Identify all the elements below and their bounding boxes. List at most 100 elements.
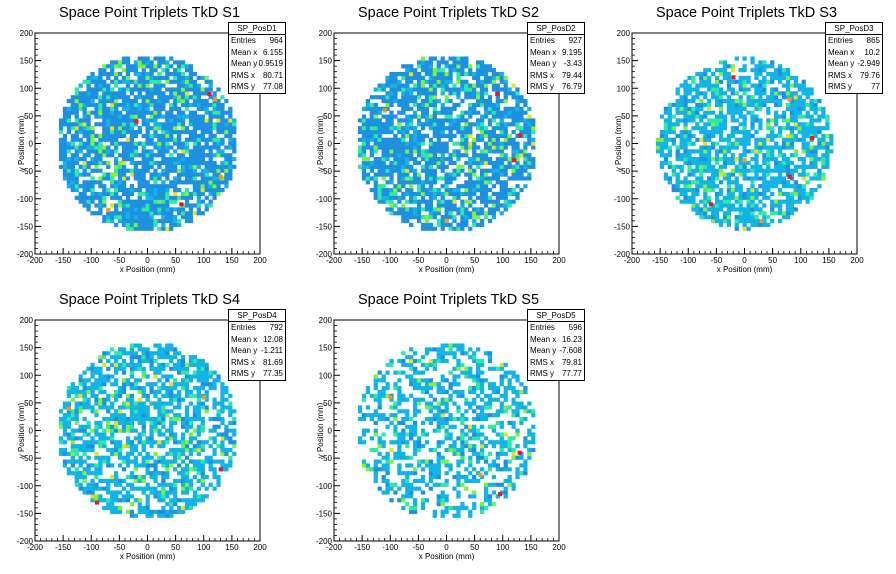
heatmap-bin xyxy=(86,471,91,476)
heatmap-bin xyxy=(679,95,684,100)
heatmap-bin xyxy=(145,207,150,212)
heatmap-bin xyxy=(420,64,426,69)
heatmap-bin xyxy=(468,122,473,127)
heatmap-bin xyxy=(74,102,79,108)
heatmap-bin xyxy=(180,211,186,216)
heatmap-bin xyxy=(738,207,743,212)
heatmap-bin xyxy=(117,60,123,65)
heatmap-bin xyxy=(817,126,822,131)
heatmap-bin xyxy=(468,114,473,119)
heatmap-bin xyxy=(711,164,716,169)
heatmap-bin xyxy=(78,99,83,104)
heatmap-bin xyxy=(393,114,398,119)
heatmap-bin xyxy=(805,191,810,197)
heatmap-bin xyxy=(180,153,186,158)
heatmap-bin xyxy=(169,436,174,441)
heatmap-bin xyxy=(70,471,75,476)
heatmap-bin xyxy=(377,172,382,177)
heatmap-bin xyxy=(687,180,692,185)
heatmap-bin xyxy=(141,110,146,115)
heatmap-bin xyxy=(177,405,182,410)
heatmap-bin xyxy=(444,64,449,69)
heatmap-bin xyxy=(436,211,441,216)
heatmap-bin xyxy=(129,199,135,204)
heatmap-bin xyxy=(62,168,68,173)
heatmap-bin xyxy=(102,95,107,100)
heatmap-bin xyxy=(416,137,422,142)
heatmap-bin xyxy=(90,386,95,391)
heatmap-bin xyxy=(110,68,115,73)
heatmap-bin xyxy=(397,172,402,177)
heatmap-bin xyxy=(62,413,68,418)
stats-label: Mean x xyxy=(231,47,258,57)
heatmap-bin xyxy=(110,509,115,514)
heatmap-bin xyxy=(125,195,131,200)
heatmap-bin xyxy=(789,126,795,131)
heatmap-bin xyxy=(129,91,135,96)
heatmap-bin xyxy=(440,122,445,127)
heatmap-bin xyxy=(373,129,378,135)
heatmap-bin xyxy=(102,145,107,150)
heatmap-bin xyxy=(687,87,692,92)
heatmap-bin xyxy=(149,366,154,371)
heatmap-bin xyxy=(785,91,791,96)
heatmap-bin xyxy=(173,106,178,111)
heatmap-bin xyxy=(78,389,83,395)
heatmap-bin xyxy=(173,71,178,77)
heatmap-bin xyxy=(738,83,743,88)
heatmap-bin xyxy=(153,471,158,476)
heatmap-bin xyxy=(121,145,127,150)
heatmap-bin xyxy=(149,386,154,391)
heatmap-bin xyxy=(456,129,461,135)
heatmap-bin xyxy=(74,157,79,162)
heatmap-bin xyxy=(192,99,198,104)
heatmap-bin xyxy=(487,145,493,150)
heatmap-bin xyxy=(531,118,536,123)
heatmap-bin xyxy=(456,91,461,96)
heatmap-bin xyxy=(718,99,724,104)
heatmap-bin xyxy=(141,509,146,514)
heatmap-bin xyxy=(94,420,99,425)
heatmap-bin xyxy=(683,122,688,127)
heatmap-bin xyxy=(671,137,676,142)
heatmap-bin xyxy=(825,114,830,119)
heatmap-bin xyxy=(742,114,747,119)
heatmap-bin xyxy=(102,428,107,433)
heatmap-bin xyxy=(86,164,91,169)
heatmap-bin xyxy=(797,110,802,115)
heatmap-bin xyxy=(420,207,426,212)
heatmap-bin xyxy=(801,79,806,84)
heatmap-bin xyxy=(98,444,103,449)
heatmap-bin xyxy=(397,79,402,84)
heatmap-bin xyxy=(714,184,720,189)
heatmap-bin xyxy=(409,149,414,154)
heatmap-bin xyxy=(683,199,688,204)
heatmap-bin xyxy=(125,203,131,208)
heatmap-bin xyxy=(121,56,127,61)
heatmap-bin xyxy=(483,145,489,150)
heatmap-bin xyxy=(196,366,201,371)
heatmap-bin xyxy=(192,416,198,422)
heatmap-bin xyxy=(180,215,186,220)
heatmap-bin xyxy=(381,141,386,146)
heatmap-bin xyxy=(110,463,115,468)
heatmap-bin xyxy=(66,424,72,429)
heatmap-bin xyxy=(707,118,712,123)
heatmap-bin xyxy=(817,99,822,104)
heatmap-bin xyxy=(444,106,449,111)
heatmap-bin xyxy=(714,176,720,181)
heatmap-bin xyxy=(169,160,174,166)
heatmap-bin xyxy=(495,168,500,173)
heatmap-bin xyxy=(184,471,190,476)
heatmap-bin xyxy=(507,164,512,169)
heatmap-bin xyxy=(401,218,406,224)
heatmap-bin xyxy=(106,428,111,433)
heatmap-bin xyxy=(110,153,115,158)
heatmap-bin xyxy=(204,79,209,84)
heatmap-bin xyxy=(141,486,146,491)
heatmap-bin xyxy=(401,87,406,92)
heatmap-bin xyxy=(385,75,390,80)
heatmap-bin xyxy=(420,195,426,200)
heatmap-bin xyxy=(114,64,119,69)
heatmap-bin xyxy=(161,455,166,460)
